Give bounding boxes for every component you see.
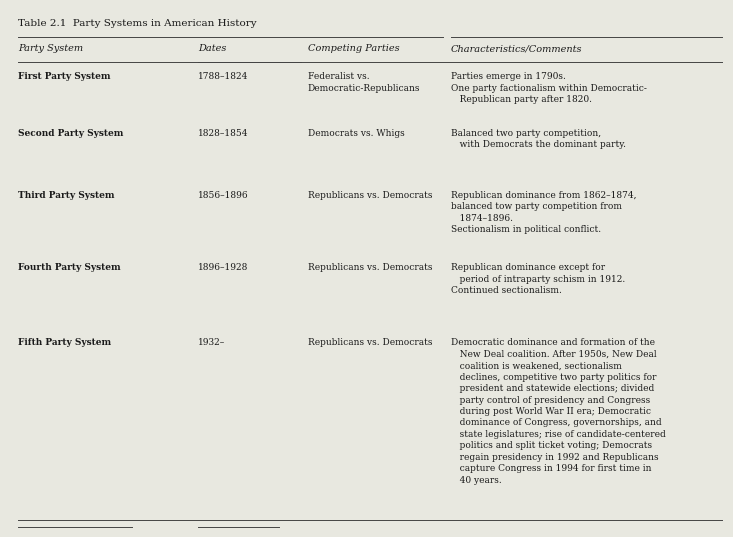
Text: Republicans vs. Democrats: Republicans vs. Democrats [308, 191, 432, 200]
Text: Fifth Party System: Fifth Party System [18, 338, 111, 347]
Text: Competing Parties: Competing Parties [308, 44, 399, 53]
Text: Third Party System: Third Party System [18, 191, 115, 200]
Text: Second Party System: Second Party System [18, 129, 124, 138]
Text: Table 2.1  Party Systems in American History: Table 2.1 Party Systems in American Hist… [18, 19, 257, 28]
Text: Federalist vs.
Democratic-Republicans: Federalist vs. Democratic-Republicans [308, 72, 420, 93]
Text: Fourth Party System: Fourth Party System [18, 263, 121, 272]
Text: 1896–1928: 1896–1928 [198, 263, 248, 272]
Text: 1788–1824: 1788–1824 [198, 72, 248, 82]
Text: Characteristics/Comments: Characteristics/Comments [451, 44, 582, 53]
Text: 1856–1896: 1856–1896 [198, 191, 248, 200]
Text: Democrats vs. Whigs: Democrats vs. Whigs [308, 129, 405, 138]
Text: Republican dominance from 1862–1874,
balanced tow party competition from
   1874: Republican dominance from 1862–1874, bal… [451, 191, 636, 234]
Text: Balanced two party competition,
   with Democrats the dominant party.: Balanced two party competition, with Dem… [451, 129, 626, 149]
Text: Republican dominance except for
   period of intraparty schism in 1912.
Continue: Republican dominance except for period o… [451, 263, 625, 295]
Text: 1932–: 1932– [198, 338, 225, 347]
Text: 1828–1854: 1828–1854 [198, 129, 248, 138]
Text: First Party System: First Party System [18, 72, 111, 82]
Text: Dates: Dates [198, 44, 226, 53]
Text: Democratic dominance and formation of the
   New Deal coalition. After 1950s, Ne: Democratic dominance and formation of th… [451, 338, 666, 485]
Text: Parties emerge in 1790s.
One party factionalism within Democratic-
   Republican: Parties emerge in 1790s. One party facti… [451, 72, 647, 104]
Text: Republicans vs. Democrats: Republicans vs. Democrats [308, 263, 432, 272]
Text: Party System: Party System [18, 44, 84, 53]
Text: Republicans vs. Democrats: Republicans vs. Democrats [308, 338, 432, 347]
